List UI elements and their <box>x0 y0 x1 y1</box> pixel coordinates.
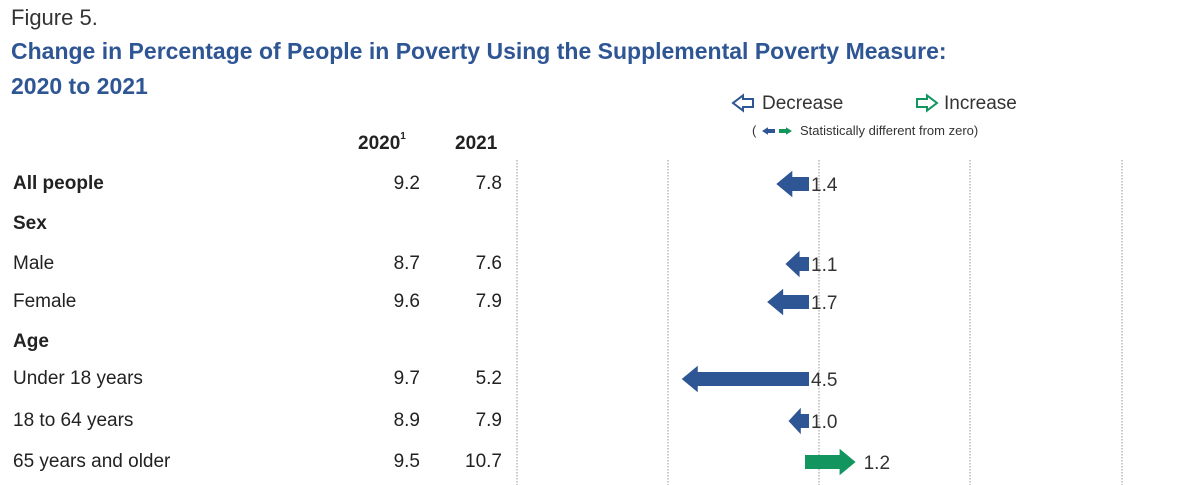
gridlines <box>516 160 1123 485</box>
row-label: 18 to 64 years <box>13 410 134 431</box>
decrease-outline-arrow-icon <box>731 93 754 113</box>
change-bar <box>788 407 809 435</box>
row-label: 65 years and older <box>13 451 171 472</box>
value-2021: 10.7 <box>465 451 502 472</box>
change-label: 1.4 <box>811 175 838 196</box>
value-2021: 7.9 <box>475 291 502 312</box>
value-2021: 5.2 <box>475 368 502 389</box>
bars: 1.4 1.1 1.7 4.5 1.0 1.2 <box>681 170 890 476</box>
row-label: Female <box>13 291 77 312</box>
legend-note-text: Statistically different from zero) <box>800 123 979 138</box>
change-bar <box>767 288 809 316</box>
row-label: Male <box>13 253 55 274</box>
value-2021: 7.6 <box>475 253 502 274</box>
increase-filled-arrow-icon <box>779 127 792 135</box>
change-label: 1.7 <box>811 293 837 314</box>
value-2020: 9.2 <box>393 173 420 194</box>
value-2020: 9.6 <box>393 291 420 312</box>
increase-outline-arrow-icon <box>916 93 939 113</box>
change-bar <box>785 250 809 278</box>
value-2020: 8.9 <box>393 410 420 431</box>
value-2021: 7.8 <box>475 173 502 194</box>
change-label: 4.5 <box>811 370 837 391</box>
chart-title-line2: 2020 to 2021 <box>11 73 148 99</box>
legend-increase-label: Increase <box>944 93 1017 114</box>
change-label: 1.2 <box>864 453 890 474</box>
decrease-filled-arrow-icon <box>762 127 775 135</box>
value-2020: 9.7 <box>393 368 420 389</box>
change-bar <box>805 448 856 476</box>
change-label: 1.1 <box>811 255 837 276</box>
value-2020: 9.5 <box>393 451 420 472</box>
legend-icons <box>731 93 939 135</box>
change-bar <box>776 170 809 198</box>
chart-title-line1: Change in Percentage of People in Povert… <box>11 38 947 64</box>
change-label: 1.0 <box>811 412 837 433</box>
column-header-2021: 2021 <box>455 133 498 154</box>
legend-decrease-label: Decrease <box>762 93 844 114</box>
row-label: Age <box>13 331 49 352</box>
figure-label: Figure 5. <box>11 5 98 30</box>
column-header-2020: 20201 <box>358 131 406 155</box>
change-bar <box>681 365 809 393</box>
value-2020: 8.7 <box>393 253 420 274</box>
footnote-marker: 1 <box>400 131 406 142</box>
row-label: Sex <box>13 213 47 234</box>
row-label: All people <box>13 173 104 194</box>
row-label: Under 18 years <box>13 368 143 389</box>
value-2021: 7.9 <box>475 410 502 431</box>
column-2020-label: 2020 <box>358 133 401 154</box>
legend-note-open: ( <box>752 123 757 138</box>
